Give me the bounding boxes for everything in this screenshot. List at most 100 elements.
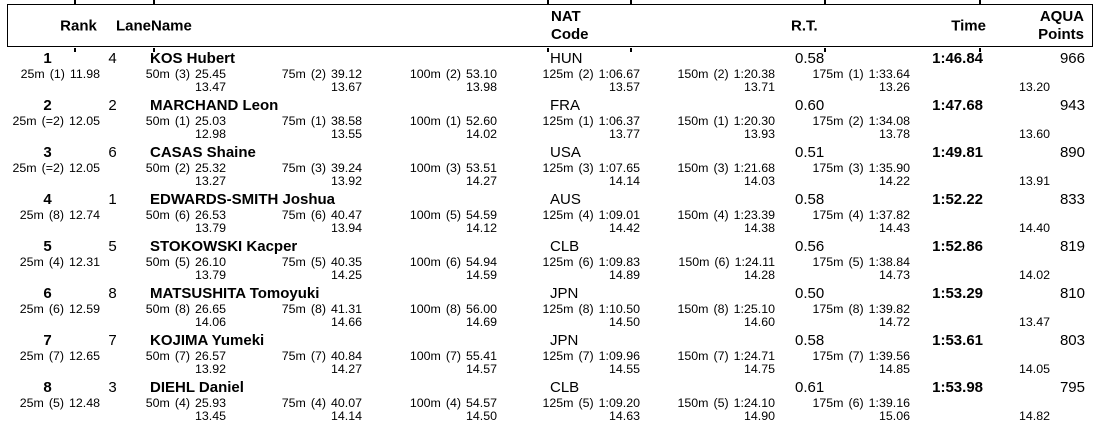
split-cell-100m: 100m (5) 54.59 14.12: [410, 209, 497, 235]
split-distance: 150m: [677, 396, 709, 410]
row-main-line: 2 2 MARCHAND Leon FRA 0.60 1:47.68 943: [0, 98, 1097, 114]
split-place: (3): [445, 161, 461, 175]
table-row: 6 8 MATSUSHITA Tomoyuki JPN 0.50 1:53.29…: [0, 286, 1097, 333]
split-place: (8): [848, 302, 864, 316]
split-cell-125m: 125m (4) 1:09.01 14.42: [543, 209, 641, 235]
split-place: (1): [49, 67, 65, 81]
split-place: (8): [713, 302, 729, 316]
split-time: 55.41: [465, 349, 497, 363]
split-lap: 14.03: [743, 174, 775, 188]
split-cell-150m: 150m (5) 1:24.10 14.90: [678, 397, 776, 423]
header-nat-code: NAT Code: [551, 8, 589, 44]
swimmer-name: MATSUSHITA Tomoyuki: [150, 285, 320, 302]
split-time: 26.10: [194, 255, 226, 269]
aqua-points-cell: 890: [1059, 144, 1085, 161]
split-distance: 100m: [409, 255, 441, 269]
split-distance: 150m: [677, 161, 709, 175]
split-distance: 25m: [19, 302, 44, 316]
split-distance: 75m: [281, 302, 306, 316]
split-lap: 14.82: [1018, 409, 1050, 423]
nat-code-cell: JPN: [550, 332, 579, 349]
row-splits: 25m (=2) 12.05 50m (2) 25.32 13.27 75m (3) 39.…: [0, 162, 1097, 190]
split-lap: 13.91: [1018, 174, 1050, 188]
split-cell-25m: 25m (1) 11.98: [21, 68, 100, 81]
split-lap: 15.06: [878, 409, 910, 423]
split-lap: 14.59: [465, 268, 497, 282]
lane-cell: 4: [108, 50, 117, 67]
split-place: (6): [48, 302, 64, 316]
split-lap: 13.20: [1018, 80, 1050, 94]
split-cell-150m: 150m (1) 1:20.30 13.93: [678, 115, 776, 141]
split-place: (5): [848, 255, 864, 269]
split-lap: 13.98: [465, 80, 497, 94]
split-distance: 75m: [281, 67, 306, 81]
split-cell-175m: 175m (1) 1:33.64 13.26: [813, 68, 911, 94]
nat-code-cell: CLB: [550, 379, 580, 396]
split-distance: 50m: [145, 67, 170, 81]
split-place: (2): [578, 67, 594, 81]
split-place: (5): [48, 396, 64, 410]
split-distance: 25m: [12, 114, 37, 128]
split-place: (4): [848, 208, 864, 222]
rank-cell: 7: [43, 332, 52, 349]
rank-cell: 2: [43, 97, 52, 114]
column-divider-tick: [547, 0, 549, 4]
split-place: (7): [713, 349, 729, 363]
split-cell-50m: 50m (5) 26.10 13.79: [146, 256, 226, 282]
split-lap: 14.38: [743, 221, 775, 235]
swimmer-name: KOS Hubert: [150, 50, 236, 67]
split-lap: 14.12: [465, 221, 497, 235]
reaction-time-cell: 0.51: [795, 144, 825, 161]
split-cell-75m: 75m (3) 39.24 13.92: [282, 162, 362, 188]
column-divider-tick: [824, 47, 826, 52]
split-time: 40.84: [330, 349, 362, 363]
split-time: 12.05: [68, 161, 100, 175]
split-distance: 125m: [542, 349, 574, 363]
final-time-cell: 1:46.84: [932, 50, 983, 67]
split-cell-175m: 175m (7) 1:39.56 14.85: [813, 350, 911, 376]
split-lap: 13.55: [330, 127, 362, 141]
split-distance: 25m: [20, 67, 45, 81]
split-time: 1:09.20: [598, 396, 640, 410]
split-cell-150m: 150m (2) 1:20.38 13.71: [678, 68, 776, 94]
row-splits: 25m (8) 12.74 50m (6) 26.53 13.79 75m (6) 40.4…: [0, 209, 1097, 237]
table-row: 1 4 KOS Hubert HUN 0.58 1:46.84 966 25m (…: [0, 51, 1097, 98]
split-cell-50m: 50m (2) 25.32 13.27: [146, 162, 226, 188]
reaction-time-cell: 0.61: [795, 379, 825, 396]
swimmer-name: DIEHL Daniel: [150, 379, 244, 396]
split-distance: 125m: [542, 67, 574, 81]
split-place: (4): [713, 208, 729, 222]
split-distance: 75m: [281, 161, 306, 175]
split-cell-75m: 75m (8) 41.31 14.66: [282, 303, 362, 329]
split-cell-100m: 100m (1) 52.60 14.02: [410, 115, 497, 141]
split-cell-100m: 100m (3) 53.51 14.27: [410, 162, 497, 188]
split-cell-175m: 175m (5) 1:38.84 14.73: [813, 256, 911, 282]
split-cell-75m: 75m (2) 39.12 13.67: [282, 68, 362, 94]
aqua-points-cell: 803: [1059, 332, 1085, 349]
split-time: 56.00: [465, 302, 497, 316]
split-distance: 175m: [812, 302, 844, 316]
split-lap: 13.47: [1018, 315, 1050, 329]
split-lap: 14.89: [608, 268, 640, 282]
split-place: (=2): [41, 161, 64, 175]
split-place: (1): [848, 67, 864, 81]
row-main-line: 6 8 MATSUSHITA Tomoyuki JPN 0.50 1:53.29…: [0, 286, 1097, 302]
split-distance: 75m: [281, 208, 306, 222]
split-lap: 14.57: [465, 362, 497, 376]
split-cell-175m: 175m (4) 1:37.82 14.43: [813, 209, 911, 235]
split-cell-175m: 175m (2) 1:34.08 13.78: [813, 115, 911, 141]
split-lap: 13.57: [608, 80, 640, 94]
split-cell-25m: 25m (8) 12.74: [20, 209, 100, 222]
split-lap: 14.55: [608, 362, 640, 376]
swimmer-name: CASAS Shaine: [150, 144, 256, 161]
header-aqua-line2: Points: [1038, 26, 1084, 43]
column-divider-tick: [153, 47, 155, 52]
split-time: 1:10.50: [598, 302, 640, 316]
split-distance: 125m: [542, 396, 574, 410]
split-distance: 50m: [145, 161, 170, 175]
aqua-points-cell: 819: [1059, 238, 1085, 255]
split-cell-50m: 50m (8) 26.65 14.06: [146, 303, 226, 329]
rank-cell: 5: [43, 238, 52, 255]
split-distance: 50m: [145, 302, 170, 316]
split-place: (2): [445, 67, 461, 81]
